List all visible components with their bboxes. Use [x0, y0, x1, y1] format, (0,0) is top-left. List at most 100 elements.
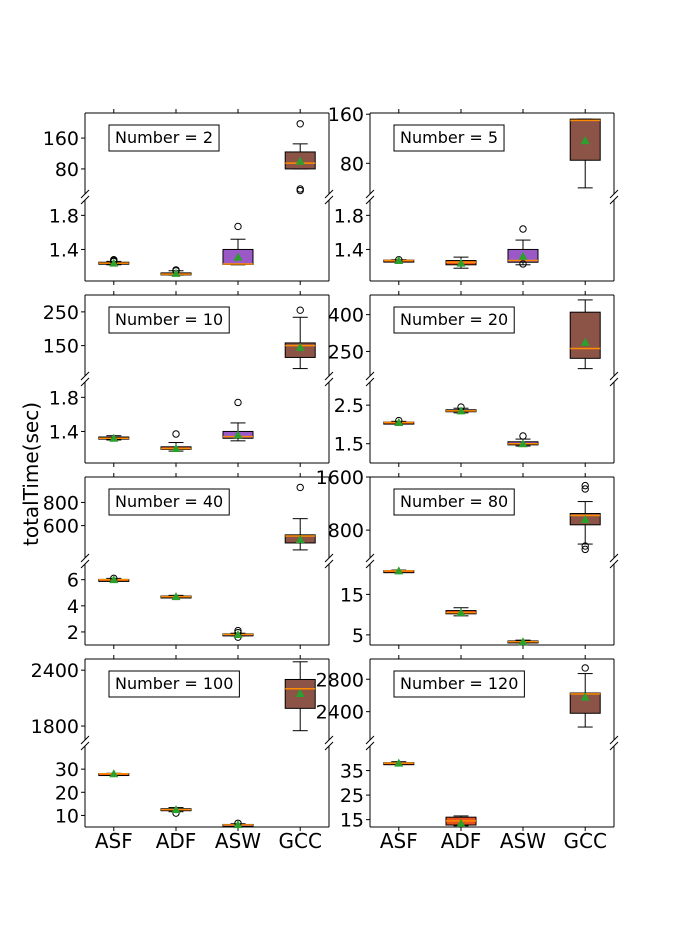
x-category-label: ASF — [95, 829, 133, 853]
break-mark — [609, 559, 619, 569]
mean-marker — [233, 252, 243, 261]
panel-title-box: Number = 20 — [393, 306, 515, 334]
panel-title: Number = 2 — [115, 128, 213, 147]
mean-marker — [394, 758, 404, 767]
flier-point — [519, 432, 527, 440]
top-axes: 2400 2800 — [316, 655, 615, 740]
y-tick-label: 1.4 — [334, 239, 364, 261]
y-tick-label: 1.8 — [49, 387, 79, 409]
mean-marker — [109, 258, 119, 267]
break-mark — [80, 559, 90, 569]
box-0 — [98, 574, 130, 584]
break-mark — [365, 741, 375, 751]
panel-title-frame — [108, 306, 230, 334]
box-1 — [445, 403, 477, 415]
box-1 — [160, 592, 192, 601]
y-tick-label: 800 — [43, 492, 79, 514]
box-2 — [222, 222, 254, 266]
box-iqr — [569, 311, 601, 359]
axis-break-marks — [80, 553, 334, 569]
axis-break-marks — [365, 189, 619, 205]
box-0 — [383, 416, 415, 426]
panel-title-box: Number = 80 — [393, 488, 515, 516]
box-2 — [507, 225, 539, 268]
x-category-label: ASW — [215, 829, 261, 853]
panel-title-frame — [393, 670, 525, 698]
box-3 — [284, 483, 316, 551]
break-mark — [609, 735, 619, 745]
mean-marker — [394, 418, 404, 426]
break-mark — [609, 195, 619, 205]
y-tick-label: 160 — [43, 128, 79, 150]
box-3 — [284, 661, 316, 732]
break-mark — [365, 559, 375, 569]
break-mark — [324, 189, 334, 199]
box-3 — [284, 120, 316, 195]
break-mark — [609, 189, 619, 199]
x-category-label: GCC — [278, 829, 321, 853]
panel-title-box: Number = 120 — [393, 670, 525, 698]
bottom-axes: 1.5 2.5 — [334, 382, 615, 467]
flier-point — [296, 306, 304, 314]
box-1 — [160, 805, 192, 817]
y-tick-label: 6 — [67, 570, 79, 592]
y-tick-label: 5 — [352, 625, 364, 647]
box-2 — [222, 626, 254, 641]
y-tick-label: 1.8 — [334, 205, 364, 227]
box-3 — [569, 299, 601, 370]
panel-title-box: Number = 40 — [108, 488, 230, 516]
panel-title-box: Number = 5 — [393, 124, 505, 152]
mean-marker — [456, 608, 466, 617]
box-2 — [507, 637, 539, 646]
box-3 — [284, 306, 316, 370]
flier-point — [581, 485, 589, 493]
y-tick-label: 150 — [43, 336, 79, 358]
mean-marker — [394, 256, 404, 265]
break-mark — [609, 377, 619, 387]
break-mark — [80, 195, 90, 205]
flier-point — [172, 430, 180, 438]
panel-title-frame — [108, 488, 230, 516]
flier-point — [296, 185, 304, 193]
box-1 — [445, 815, 477, 827]
y-tick-label: 2400 — [316, 702, 364, 724]
mean-marker — [456, 818, 466, 827]
mean-marker — [518, 251, 528, 260]
box-3 — [569, 481, 601, 554]
mean-marker — [109, 433, 119, 442]
mean-marker — [456, 258, 466, 267]
y-tick-label: 15 — [340, 584, 364, 606]
mean-marker — [580, 692, 590, 701]
flier-point — [581, 545, 589, 554]
box-3 — [569, 664, 601, 728]
mean-marker — [295, 688, 305, 697]
box-0 — [383, 255, 415, 265]
box-1 — [445, 256, 477, 269]
y-tick-label: 250 — [328, 341, 364, 363]
flier-point — [519, 225, 527, 233]
panel-title: Number = 100 — [115, 674, 233, 693]
mean-marker — [580, 514, 590, 523]
break-mark — [80, 735, 90, 745]
y-tick-label: 30 — [55, 759, 79, 781]
mean-marker — [295, 534, 305, 543]
flier-point — [234, 398, 242, 407]
panels-layer: 80 160 1.4 1.8 Number = 2 80 160 1.4 1.8 Number =… — [31, 104, 619, 853]
flier-point — [581, 481, 589, 490]
bottom-axes: 1.4 1.8 — [49, 382, 330, 467]
break-mark — [324, 735, 334, 745]
y-tick-label: 250 — [43, 302, 79, 324]
panel-title-box: Number = 10 — [108, 306, 230, 334]
flier-point — [296, 120, 304, 128]
break-mark — [324, 195, 334, 205]
panel-title: Number = 80 — [400, 492, 508, 511]
y-tick-label: 4 — [67, 596, 79, 618]
top-axes: 150 250 — [43, 291, 330, 376]
y-tick-label: 20 — [55, 782, 79, 804]
y-tick-label: 160 — [328, 104, 364, 126]
flier-point — [581, 664, 589, 672]
x-category-label: ASW — [500, 829, 546, 853]
